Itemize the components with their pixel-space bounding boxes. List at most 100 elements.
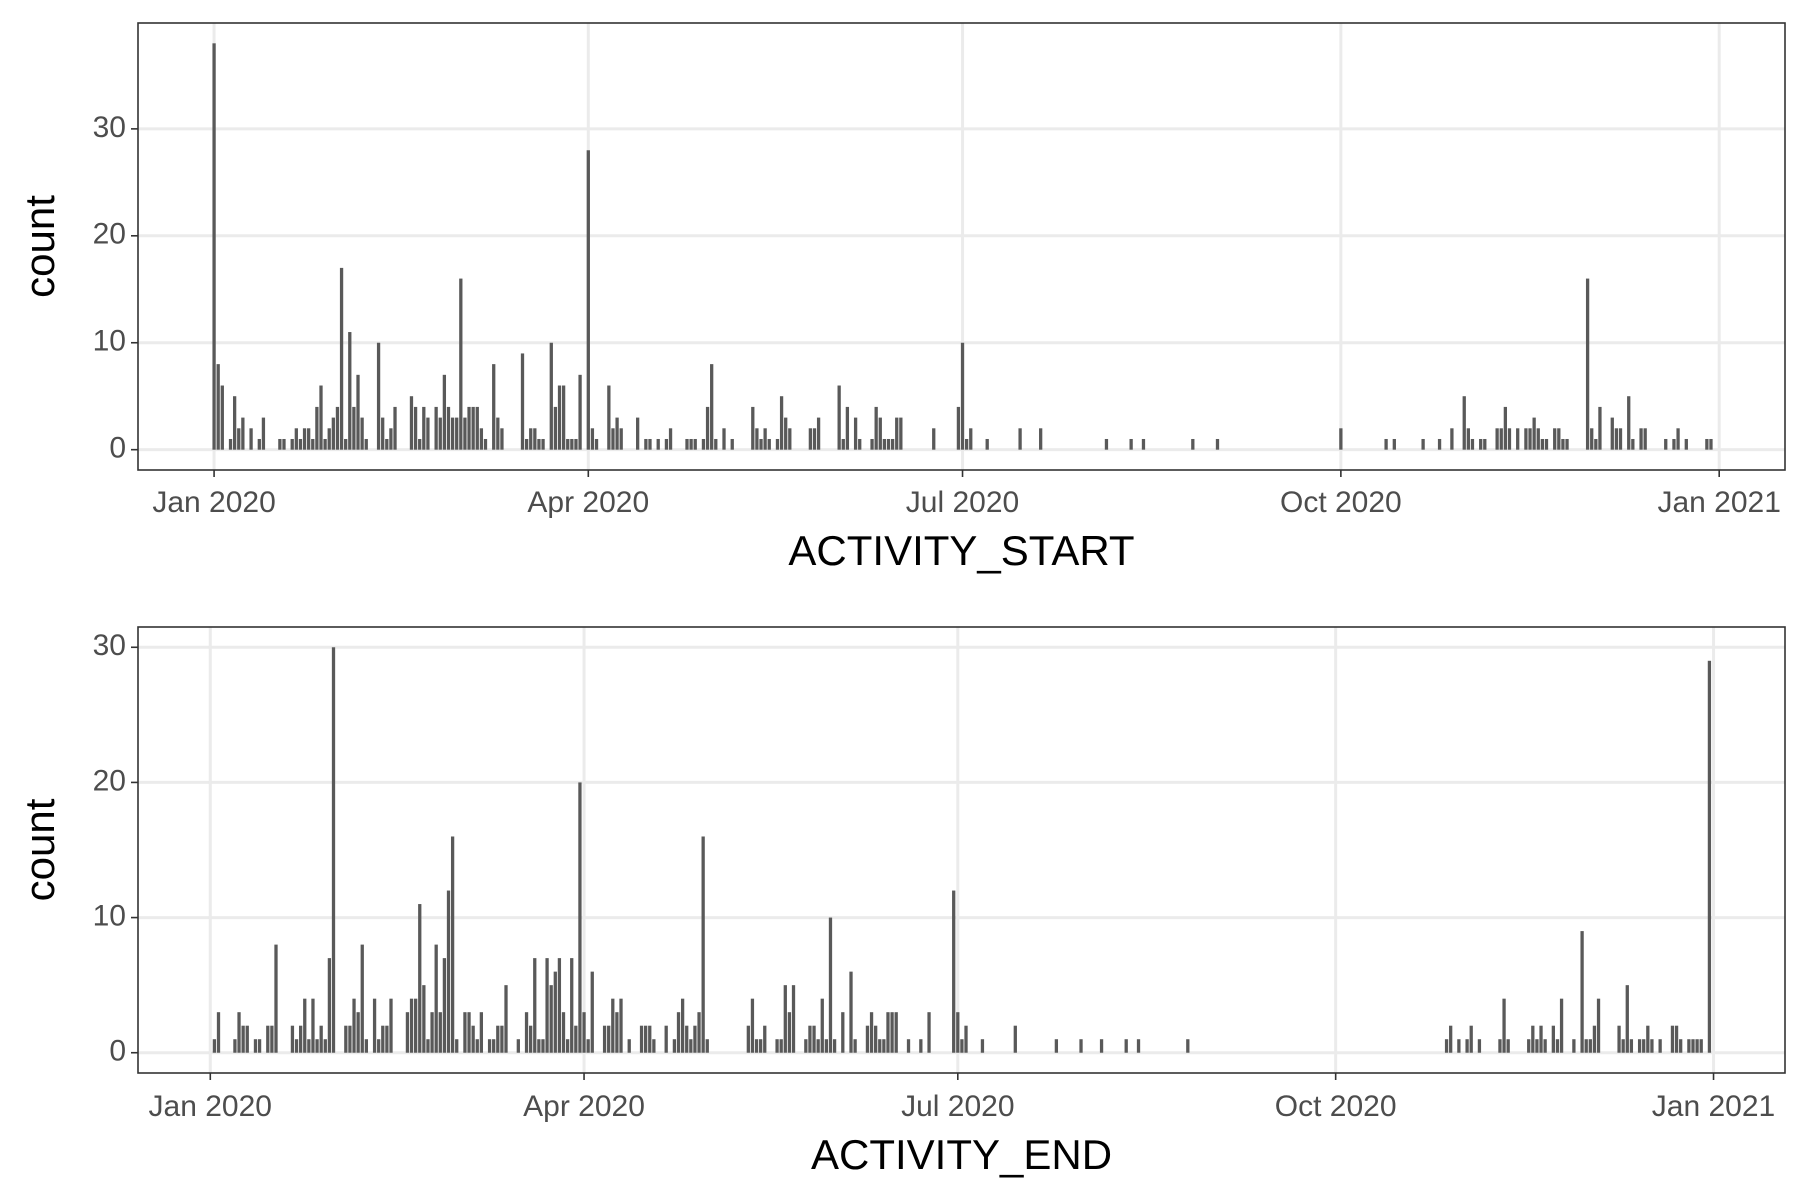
bar bbox=[1506, 1039, 1510, 1053]
bar bbox=[303, 998, 307, 1053]
bar bbox=[294, 1039, 299, 1053]
bar bbox=[533, 958, 537, 1053]
y-tick-label: 30 bbox=[93, 111, 126, 144]
bar bbox=[1191, 438, 1195, 450]
bar bbox=[1691, 1039, 1695, 1053]
bar bbox=[372, 998, 377, 1053]
bar bbox=[274, 944, 278, 1053]
bar bbox=[557, 958, 562, 1053]
bar bbox=[266, 1025, 270, 1053]
bar bbox=[812, 428, 817, 450]
bar bbox=[1054, 1039, 1059, 1053]
y-axis-title: count bbox=[16, 195, 63, 298]
bar bbox=[1618, 428, 1623, 450]
bar bbox=[927, 1012, 931, 1053]
bar bbox=[327, 428, 331, 450]
x-tick-label: Jan 2021 bbox=[1652, 1090, 1775, 1123]
bar bbox=[590, 971, 594, 1053]
bar bbox=[376, 342, 381, 450]
bar bbox=[1536, 428, 1540, 450]
bar bbox=[418, 904, 422, 1053]
bar bbox=[339, 267, 344, 450]
bar bbox=[1617, 1025, 1621, 1053]
x-tick-label: Jan 2020 bbox=[149, 1090, 272, 1123]
bar bbox=[783, 985, 787, 1053]
bar bbox=[710, 364, 714, 450]
bar bbox=[615, 1012, 619, 1053]
bar bbox=[496, 1025, 500, 1053]
bar bbox=[212, 43, 216, 450]
bar bbox=[323, 438, 327, 450]
bar bbox=[216, 1012, 221, 1053]
bar bbox=[1625, 985, 1629, 1053]
bar bbox=[1705, 438, 1709, 450]
bar bbox=[327, 958, 332, 1053]
bar bbox=[1555, 1039, 1560, 1053]
bar bbox=[450, 836, 455, 1053]
bar bbox=[895, 417, 899, 450]
bar bbox=[969, 428, 973, 450]
bar bbox=[607, 1025, 611, 1053]
bar bbox=[1421, 438, 1425, 450]
bar bbox=[294, 428, 298, 450]
bar bbox=[1124, 1039, 1128, 1053]
bar bbox=[377, 1039, 381, 1053]
bar bbox=[841, 438, 845, 450]
x-tick-label: Jul 2020 bbox=[906, 486, 1019, 519]
bar bbox=[594, 438, 599, 450]
bar bbox=[1557, 428, 1561, 450]
bar bbox=[1585, 278, 1590, 450]
bar bbox=[1598, 406, 1602, 450]
bar bbox=[1707, 660, 1712, 1053]
bar bbox=[1646, 1025, 1650, 1053]
bar bbox=[1469, 1025, 1473, 1053]
bar bbox=[241, 417, 245, 450]
bar bbox=[759, 438, 763, 450]
bar bbox=[566, 438, 570, 450]
bar bbox=[557, 385, 562, 450]
bar bbox=[500, 1025, 504, 1053]
bar bbox=[1539, 1025, 1543, 1053]
bar bbox=[418, 438, 422, 450]
bar bbox=[475, 406, 479, 450]
bar bbox=[964, 1025, 968, 1053]
bar bbox=[865, 1025, 870, 1053]
bar bbox=[615, 417, 619, 450]
bar bbox=[812, 1025, 816, 1053]
y-tick-label: 0 bbox=[109, 1035, 126, 1068]
bar bbox=[919, 1039, 923, 1053]
bar bbox=[344, 438, 348, 450]
bar bbox=[533, 428, 537, 450]
bar bbox=[1596, 998, 1601, 1053]
bar bbox=[1479, 438, 1483, 450]
bar bbox=[956, 406, 961, 450]
bar bbox=[471, 1025, 475, 1053]
bar bbox=[701, 438, 706, 450]
bar bbox=[409, 998, 414, 1053]
bar bbox=[1592, 1025, 1597, 1053]
bar bbox=[960, 342, 965, 450]
bar bbox=[245, 1025, 249, 1053]
bar bbox=[442, 374, 447, 450]
bar bbox=[278, 438, 282, 450]
bar bbox=[619, 998, 623, 1053]
bar bbox=[808, 428, 813, 450]
bar bbox=[676, 1012, 681, 1053]
bar bbox=[746, 1025, 750, 1053]
bar bbox=[307, 1039, 311, 1053]
bar bbox=[1565, 438, 1569, 450]
bar bbox=[1610, 417, 1614, 450]
bar bbox=[964, 438, 969, 450]
bar bbox=[290, 1025, 295, 1053]
bar bbox=[1658, 1039, 1662, 1053]
bar bbox=[356, 1012, 360, 1053]
bar bbox=[496, 417, 500, 450]
bar bbox=[767, 438, 771, 450]
bar bbox=[672, 1039, 677, 1053]
bar bbox=[331, 417, 335, 450]
bar bbox=[590, 428, 595, 450]
bar bbox=[750, 998, 755, 1053]
bar bbox=[257, 438, 261, 450]
bar bbox=[302, 428, 307, 450]
